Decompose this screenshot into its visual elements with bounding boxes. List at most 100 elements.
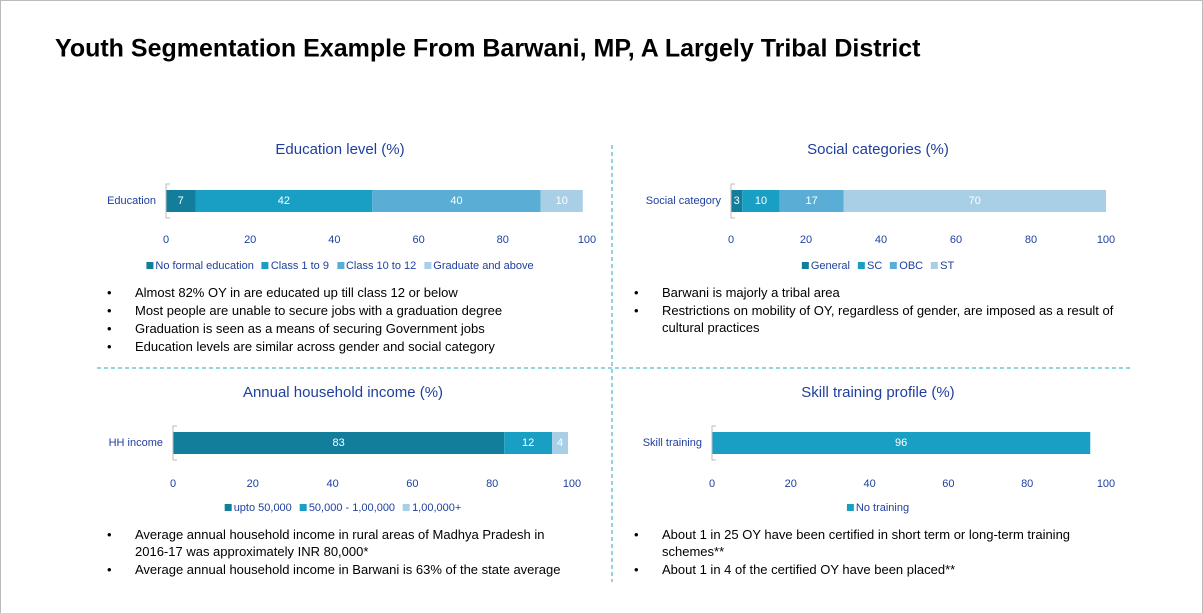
x-tick-label: 60 (950, 234, 962, 246)
bar-segment (742, 190, 780, 212)
legend-label: SC (866, 260, 883, 272)
note: About 1 in 4 of the certified OY have be… (634, 561, 1114, 578)
legend-item: OBC (890, 260, 923, 272)
category-label: HH income (109, 437, 163, 449)
bar-segment (540, 190, 583, 212)
legend-swatch (846, 504, 854, 511)
legend-swatch (403, 504, 411, 511)
x-tick-label: 80 (486, 478, 498, 490)
value-label: 4 (557, 437, 563, 449)
value-label: 10 (755, 195, 767, 207)
x-tick-label: 100 (1097, 478, 1115, 490)
bar-segment (195, 190, 373, 212)
legend: upto 50,000 50,000 - 1,00,000 1,00,000+ (224, 502, 461, 514)
x-tick-label: 80 (1021, 478, 1033, 490)
legend: General SC OBC ST (801, 260, 954, 272)
legend-item: ST (931, 260, 954, 272)
legend-label: No training (855, 502, 910, 514)
legend-item: Graduate and above (424, 260, 534, 272)
legend-item: No training (846, 502, 910, 514)
bar-segment (843, 190, 1106, 212)
note: Almost 82% OY in are educated up till cl… (107, 284, 577, 301)
x-tick-label: 100 (1097, 234, 1115, 246)
legend-swatch (857, 262, 865, 269)
value-label: 83 (332, 437, 344, 449)
x-tick-label: 40 (328, 234, 340, 246)
x-tick-label: 0 (170, 478, 176, 490)
category-label: Education (107, 195, 156, 207)
bar-segment (504, 432, 553, 454)
legend-item: 1,00,000+ (403, 502, 461, 514)
value-label: 17 (806, 195, 818, 207)
value-label: 40 (450, 195, 462, 207)
legend-label: 1,00,000+ (412, 502, 462, 514)
x-tick-label: 100 (578, 234, 596, 246)
bar-segment (552, 432, 569, 454)
x-tick-label: 0 (709, 478, 715, 490)
chart-title: Skill training profile (%) (801, 384, 954, 401)
note: Most people are unable to secure jobs wi… (107, 302, 577, 319)
legend-item: Class 1 to 9 (261, 260, 329, 272)
legend-item: 50,000 - 1,00,000 (299, 502, 396, 514)
x-tick-label: 0 (728, 234, 734, 246)
note: Graduation is seen as a means of securin… (107, 320, 577, 337)
slide-title: Youth Segmentation Example From Barwani,… (55, 35, 921, 63)
axis-line (711, 425, 716, 461)
x-tick-label: 20 (247, 478, 259, 490)
legend-label: 50,000 - 1,00,000 (308, 502, 396, 514)
chart-title: Education level (%) (275, 141, 404, 158)
value-label: 70 (969, 195, 981, 207)
x-tick-label: 40 (863, 478, 875, 490)
legend-label: No formal education (155, 260, 254, 272)
axis-line (730, 183, 735, 219)
legend: No formal education Class 1 to 9 Class 10 … (146, 260, 534, 272)
bar-segment (372, 190, 541, 212)
note: About 1 in 25 OY have been certified in … (634, 526, 1114, 560)
value-label: 3 (734, 195, 740, 207)
x-tick-label: 20 (785, 478, 797, 490)
legend: No training (846, 502, 910, 514)
legend-item: SC (857, 260, 883, 272)
legend-swatch (261, 262, 269, 269)
notes: Almost 82% OY in are educated up till cl… (107, 284, 577, 356)
legend-swatch (890, 262, 898, 269)
value-label: 10 (556, 195, 568, 207)
legend-item: No formal education (146, 260, 254, 272)
legend-label: Class 10 to 12 (345, 260, 417, 272)
legend-swatch (224, 504, 232, 511)
legend-label: ST (940, 260, 955, 272)
x-tick-label: 80 (497, 234, 509, 246)
x-tick-label: 20 (800, 234, 812, 246)
legend-label: Graduate and above (433, 260, 534, 272)
x-tick-label: 40 (326, 478, 338, 490)
chart-title: Annual household income (%) (243, 384, 443, 401)
x-tick-label: 60 (406, 478, 418, 490)
note: Restrictions on mobility of OY, regardle… (634, 302, 1144, 336)
note: Average annual household income in rural… (107, 526, 567, 560)
x-tick-label: 60 (412, 234, 424, 246)
value-label: 7 (178, 195, 184, 207)
legend-item: Class 10 to 12 (336, 260, 417, 272)
bar-segment (779, 190, 844, 212)
bar-segment (731, 190, 743, 212)
category-label: Social category (646, 195, 722, 207)
legend-swatch (801, 262, 809, 269)
bar-segment (166, 190, 196, 212)
legend-label: OBC (899, 260, 924, 272)
note: Education levels are similar across gend… (107, 338, 577, 355)
chart-title: Social categories (%) (807, 141, 949, 158)
x-tick-label: 60 (942, 478, 954, 490)
value-label: 12 (522, 437, 534, 449)
x-tick-label: 80 (1025, 234, 1037, 246)
x-tick-label: 0 (163, 234, 169, 246)
value-label: 96 (895, 437, 907, 449)
legend-item: General (801, 260, 850, 272)
legend-swatch (336, 262, 344, 269)
legend-label: Class 1 to 9 (270, 260, 329, 272)
notes: Barwani is majorly a tribal areaRestrict… (634, 284, 1144, 337)
legend-label: upto 50,000 (233, 502, 292, 514)
legend-item: upto 50,000 (224, 502, 292, 514)
axis-line (172, 425, 177, 461)
